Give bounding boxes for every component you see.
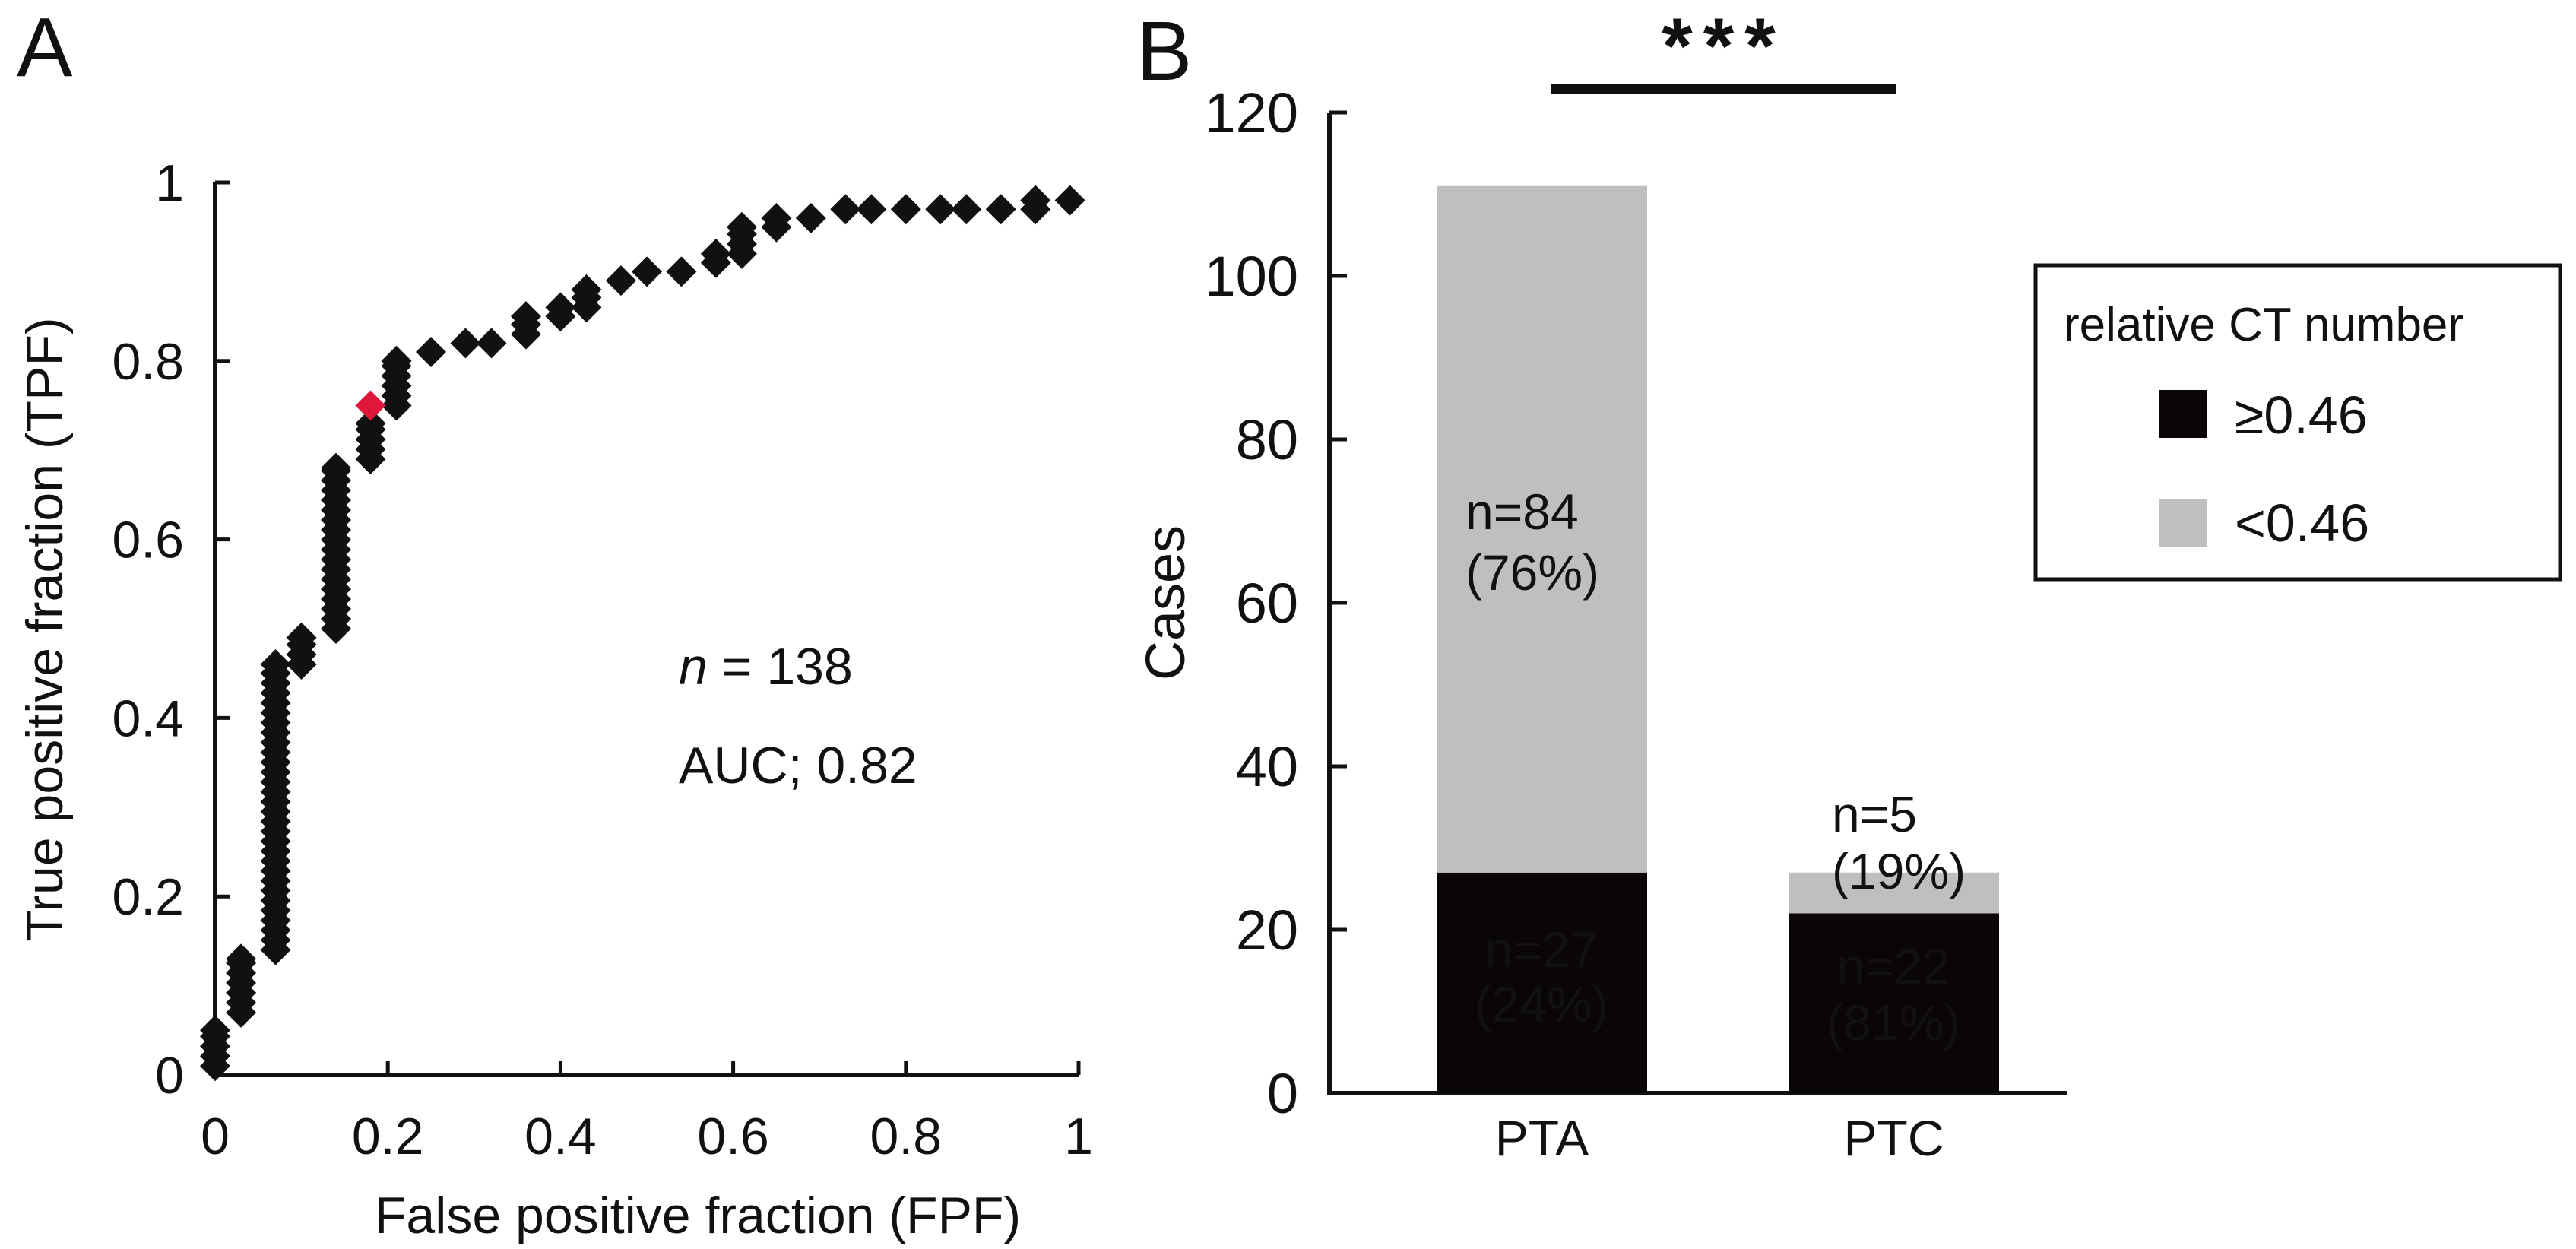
legend-swatch-low bbox=[2159, 499, 2207, 547]
roc-point bbox=[416, 337, 446, 368]
bar-y-tick-label: 40 bbox=[1236, 735, 1298, 798]
roc-x-tick-label: 0.6 bbox=[697, 1108, 769, 1165]
roc-x-tick-label: 0.8 bbox=[870, 1108, 943, 1165]
bar-category-label: PTA bbox=[1495, 1110, 1589, 1166]
roc-n-annotation: n = 138 bbox=[679, 638, 853, 696]
roc-highlight-group bbox=[355, 390, 386, 421]
roc-point bbox=[890, 194, 921, 225]
roc-point bbox=[355, 407, 386, 439]
roc-x-tick-label: 0 bbox=[201, 1108, 230, 1165]
panel-a-label: A bbox=[17, 1, 73, 94]
bar-y-label: Cases bbox=[1136, 525, 1196, 680]
bar-data-label: (81%) bbox=[1827, 994, 1960, 1051]
roc-n-value: = 138 bbox=[708, 638, 853, 696]
legend: relative CT number ≥0.46 <0.46 bbox=[2033, 263, 2562, 582]
roc-y-tick-label: 0.4 bbox=[112, 689, 184, 747]
roc-curve-points bbox=[200, 185, 1085, 1082]
roc-optimal-point bbox=[355, 390, 386, 421]
legend-swatch-high bbox=[2159, 390, 2207, 438]
roc-point bbox=[1020, 185, 1051, 216]
roc-point bbox=[1054, 185, 1085, 216]
bar-data-labels: n=84(76%) n=27(24%) n=22(81%) n=5(19%) bbox=[1465, 483, 1966, 1051]
roc-point bbox=[510, 301, 541, 332]
roc-point bbox=[476, 328, 507, 359]
bar-segment-ptc-1 bbox=[1789, 872, 1999, 914]
legend-label-low: <0.46 bbox=[2235, 493, 2369, 553]
bar-category-label: PTC bbox=[1844, 1110, 1944, 1166]
roc-point bbox=[286, 622, 317, 653]
roc-point bbox=[571, 274, 602, 305]
roc-point bbox=[200, 1015, 230, 1046]
bar-segment-ptc-0 bbox=[1789, 913, 1999, 1093]
roc-y-tick-label: 0 bbox=[155, 1047, 184, 1105]
legend-title: relative CT number bbox=[2064, 299, 2464, 351]
bar-y-tick-label: 100 bbox=[1205, 245, 1298, 308]
roc-point bbox=[795, 202, 826, 233]
bar-y-ticks: 0 20 40 60 80 100 120 bbox=[1205, 81, 1347, 1125]
roc-y-tick-label: 1 bbox=[155, 154, 184, 212]
roc-point bbox=[545, 292, 576, 323]
roc-y-tick-label: 0.2 bbox=[112, 868, 184, 926]
bar-y-tick-label: 0 bbox=[1267, 1062, 1298, 1125]
legend-label-high: ≥0.46 bbox=[2235, 385, 2368, 445]
bar-segment-pta-1 bbox=[1437, 185, 1647, 873]
bar-y-tick-label: 60 bbox=[1236, 572, 1298, 635]
legend-frame bbox=[2033, 263, 2562, 582]
bar-data-label: n=5 bbox=[1832, 786, 1917, 842]
panel-b: B 0 20 40 60 80 100 120 n=84(76%) n=27(24%) n=22… bbox=[1136, 2, 2562, 1166]
roc-y-ticks: 0 0.2 0.4 0.6 0.8 1 bbox=[112, 154, 230, 1105]
bar-data-label: (76%) bbox=[1465, 544, 1599, 601]
panel-a: A 0 0.2 0.4 0.6 0.8 1 0 0.2 0.4 0.6 0.8 1 False po… bbox=[16, 1, 1093, 1244]
roc-y-label: True positive fraction (TPF) bbox=[16, 317, 74, 941]
bar-segment-pta-0 bbox=[1437, 872, 1647, 1093]
bar-segments bbox=[1437, 185, 1999, 1093]
bar-data-label: n=27 bbox=[1485, 921, 1599, 978]
roc-point bbox=[830, 194, 861, 225]
roc-point bbox=[951, 194, 982, 225]
roc-point bbox=[761, 202, 792, 233]
bar-y-tick-label: 20 bbox=[1236, 899, 1298, 962]
roc-point bbox=[226, 943, 257, 975]
panel-b-label: B bbox=[1136, 5, 1192, 98]
roc-point bbox=[985, 194, 1016, 225]
roc-auc-annotation: AUC; 0.82 bbox=[679, 737, 917, 794]
roc-point bbox=[925, 194, 956, 225]
roc-point bbox=[450, 328, 481, 359]
roc-n-italic: n bbox=[679, 638, 708, 696]
roc-point bbox=[856, 194, 887, 225]
roc-x-tick-label: 1 bbox=[1064, 1108, 1093, 1165]
bar-y-tick-label: 80 bbox=[1236, 408, 1298, 471]
bar-data-label: n=84 bbox=[1465, 483, 1579, 540]
roc-x-tick-label: 0.2 bbox=[352, 1108, 424, 1165]
roc-point bbox=[605, 265, 636, 296]
roc-point bbox=[726, 211, 757, 243]
roc-point bbox=[700, 238, 731, 269]
roc-x-tick-label: 0.4 bbox=[524, 1108, 597, 1165]
roc-point bbox=[321, 452, 352, 483]
roc-point bbox=[381, 345, 412, 376]
roc-x-ticks: 0 0.2 0.4 0.6 0.8 1 bbox=[201, 1061, 1093, 1165]
roc-point bbox=[666, 256, 697, 287]
bar-y-tick-label: 120 bbox=[1205, 81, 1298, 144]
bar-category-labels: PTA PTC bbox=[1495, 1110, 1944, 1166]
roc-y-tick-label: 0.6 bbox=[112, 512, 184, 569]
bar-data-label: (24%) bbox=[1475, 976, 1608, 1032]
roc-y-tick-label: 0.8 bbox=[112, 333, 184, 391]
roc-point bbox=[632, 256, 662, 287]
significance-stars: *** bbox=[1662, 2, 1785, 90]
bar-data-label: (19%) bbox=[1832, 843, 1966, 899]
roc-point bbox=[260, 648, 291, 680]
roc-x-label: False positive fraction (FPF) bbox=[375, 1187, 1021, 1244]
bar-data-label: n=22 bbox=[1837, 938, 1950, 994]
